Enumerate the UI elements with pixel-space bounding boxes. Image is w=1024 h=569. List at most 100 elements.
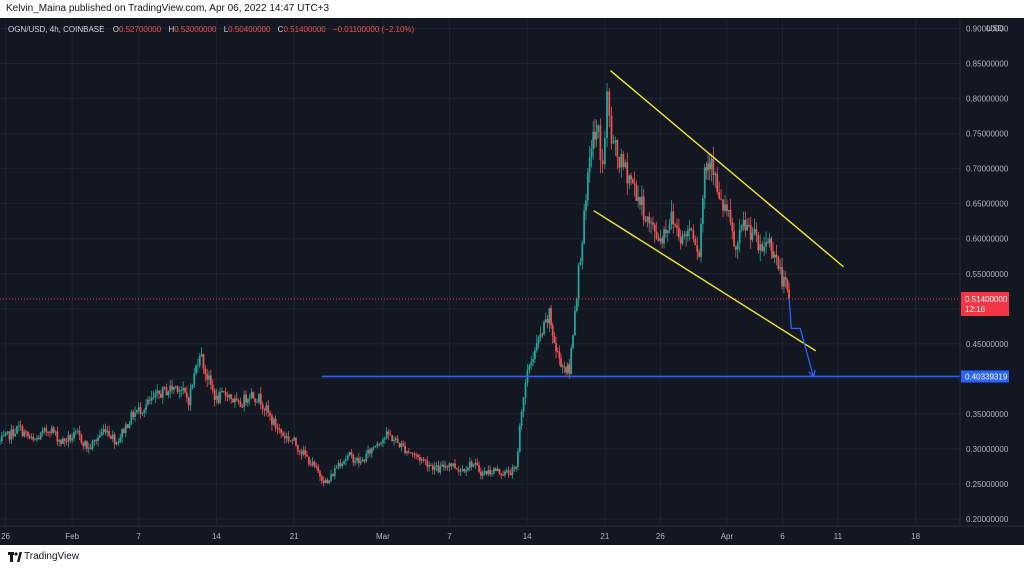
price-chart[interactable]: USD 0.90000000 0.85000000 0.80000000 0.7500…: [0, 18, 1024, 545]
candle-down: [110, 434, 112, 440]
candle-up: [0, 431, 3, 445]
candle-down: [712, 146, 715, 185]
candle-up: [293, 435, 296, 441]
candle-up: [773, 251, 776, 264]
candle-down: [230, 393, 233, 404]
candle-down: [319, 469, 321, 482]
candle-up: [668, 218, 671, 234]
candle-down: [202, 353, 205, 374]
candle-up: [597, 123, 600, 139]
candle-up: [74, 429, 77, 436]
candle-down: [404, 441, 406, 455]
candle-up: [441, 460, 443, 468]
candle-down: [28, 433, 31, 440]
candle-up: [128, 421, 131, 429]
candle-down: [269, 410, 271, 421]
time-tick-label: 26: [1, 532, 10, 541]
candle-up: [592, 121, 595, 160]
candle-up: [354, 457, 357, 466]
candle-down: [322, 476, 325, 487]
candle-down: [211, 379, 214, 394]
price-tick-label: 0.35000000: [966, 410, 1009, 419]
legend-close-label: C: [278, 25, 284, 34]
candle-up: [39, 431, 42, 440]
candle-up: [768, 232, 771, 248]
candle-up: [579, 257, 582, 266]
price-axis[interactable]: 0.90000000 0.85000000 0.80000000 0.75000000…: [966, 25, 1009, 524]
candle-down: [411, 452, 414, 457]
candle-down: [755, 222, 758, 243]
candle-down: [563, 361, 566, 373]
candle-down: [642, 189, 645, 227]
candle-up: [681, 230, 684, 246]
time-tick-label: 7: [137, 532, 142, 541]
candle-up: [740, 224, 743, 233]
candle-up: [637, 185, 640, 208]
projection-arrow[interactable]: [788, 298, 815, 377]
candle-up: [121, 428, 123, 444]
candle-down: [123, 427, 125, 434]
candle-down: [217, 391, 220, 405]
candle-up: [528, 363, 531, 375]
candle-down: [618, 156, 621, 173]
candle-up: [444, 461, 447, 471]
candle-up: [341, 461, 344, 469]
candle-up: [428, 461, 431, 472]
candle-up: [34, 438, 37, 441]
candle-down: [369, 447, 371, 457]
candle-up: [180, 386, 183, 397]
candle-up: [590, 139, 593, 168]
candle-down: [396, 434, 399, 444]
candle-down: [781, 257, 783, 290]
drawings[interactable]: [0, 70, 960, 379]
candle-up: [530, 356, 533, 370]
candle-up: [433, 461, 436, 475]
candle-down: [108, 425, 111, 438]
candle-down: [78, 425, 81, 440]
candle-up: [393, 436, 395, 446]
candle-up: [736, 240, 739, 260]
time-tick-label: 26: [656, 532, 665, 541]
upper-channel-line[interactable]: [609, 70, 844, 268]
candle-up: [111, 430, 114, 443]
time-tick-label: 7: [447, 532, 452, 541]
candle-down: [63, 437, 66, 447]
tradingview-brand: TradingView: [24, 551, 80, 562]
candle-up: [97, 434, 99, 447]
candle-up: [265, 402, 268, 416]
candle-down: [187, 396, 190, 411]
candle-down: [478, 461, 480, 474]
candle-down: [610, 106, 613, 150]
chart-area[interactable]: USD 0.90000000 0.85000000 0.80000000 0.7500…: [0, 18, 1024, 545]
candle-up: [311, 457, 314, 467]
time-tick-label: 11: [834, 532, 843, 541]
candle-up: [356, 456, 358, 464]
price-tick-label: 0.85000000: [966, 60, 1009, 69]
candle-up: [41, 427, 44, 437]
candle-up: [439, 462, 442, 476]
candle-down: [664, 219, 667, 239]
candle-down: [306, 451, 308, 457]
candle-up: [646, 215, 649, 228]
candle-up: [91, 439, 94, 451]
candle-down: [657, 233, 660, 242]
candle-down: [409, 452, 412, 454]
candle-down: [454, 458, 456, 470]
candle-down: [282, 430, 284, 437]
candle-down: [8, 431, 11, 444]
candle-down: [171, 379, 173, 394]
candle-down: [309, 459, 312, 467]
time-axis[interactable]: 26 Feb 7 14 21 Mar 7 14 21 26 Apr 6 11 18: [1, 532, 921, 541]
candle-up: [150, 390, 153, 405]
candle-down: [339, 459, 342, 469]
candle-up: [174, 385, 177, 390]
candle-up: [195, 363, 197, 376]
lower-channel-line[interactable]: [593, 210, 817, 352]
candle-up: [779, 259, 782, 275]
candle-up: [522, 396, 525, 418]
candle-up: [143, 408, 146, 418]
candle-up: [612, 135, 615, 145]
candle-up: [492, 466, 495, 476]
candle-down: [777, 255, 780, 272]
candle-down: [19, 420, 22, 431]
